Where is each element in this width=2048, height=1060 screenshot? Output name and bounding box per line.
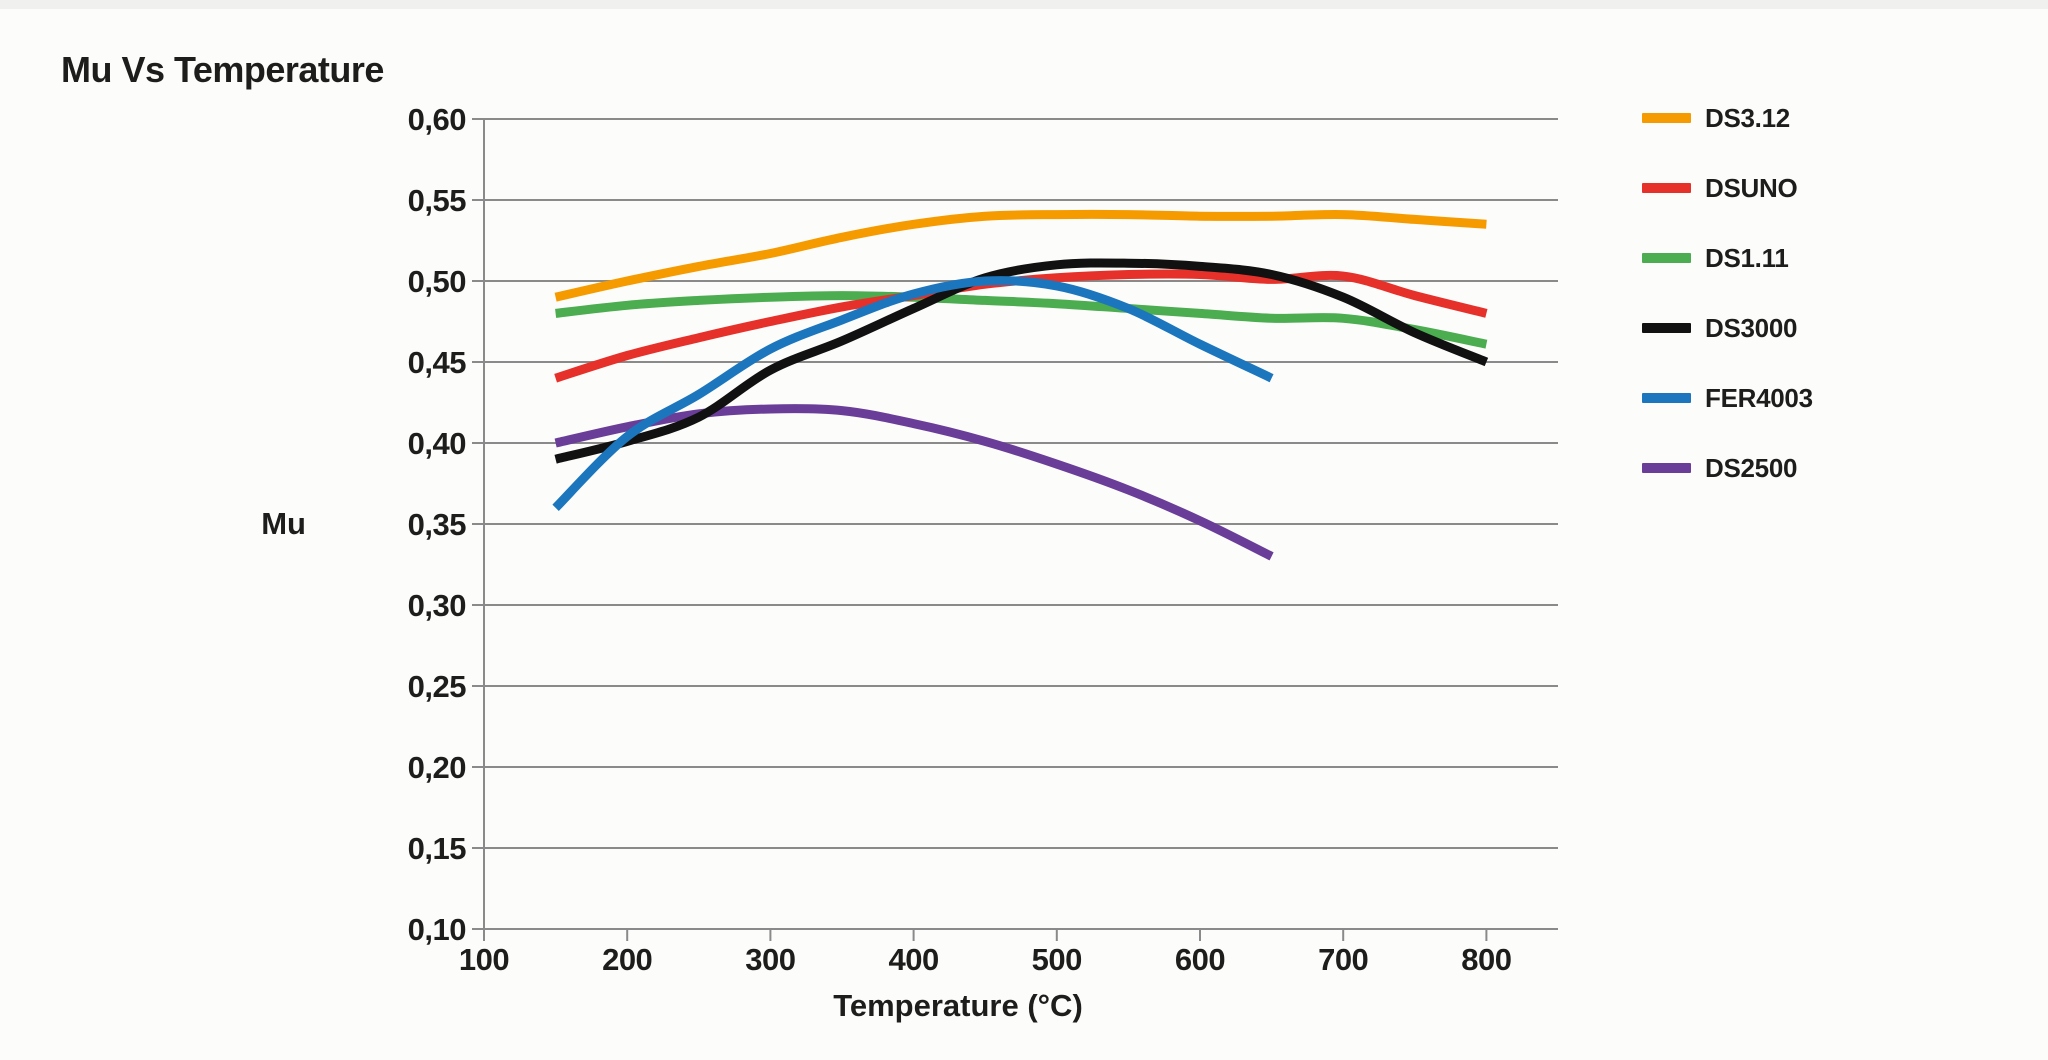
y-axis-title: Mu — [261, 506, 306, 541]
series-line-ds2500 — [554, 404, 1274, 561]
chart-title: Mu Vs Temperature — [61, 49, 384, 91]
legend-swatch — [1642, 183, 1691, 193]
legend: DS3.12 DSUNO DS1.11 DS3000 FER4003 DS2500 — [1642, 83, 1813, 503]
top-strip — [0, 0, 2048, 9]
legend-item: FER4003 — [1642, 363, 1813, 433]
x-tick-label: 400 — [888, 942, 938, 977]
y-tick-label: 0,50 — [408, 264, 466, 299]
x-tick-label: 700 — [1318, 942, 1368, 977]
y-tick-label: 0,40 — [408, 426, 466, 461]
legend-item: DSUNO — [1642, 153, 1813, 223]
y-tick-label: 0,10 — [408, 912, 466, 947]
legend-swatch — [1642, 463, 1691, 473]
legend-label: FER4003 — [1705, 382, 1813, 413]
legend-label: DS3.12 — [1705, 102, 1790, 133]
y-tick-label: 0,60 — [408, 102, 466, 137]
legend-item: DS1.11 — [1642, 223, 1813, 293]
legend-swatch — [1642, 113, 1691, 123]
legend-swatch — [1642, 253, 1691, 263]
y-tick-label: 0,30 — [408, 588, 466, 623]
legend-label: DS1.11 — [1705, 242, 1789, 273]
x-tick-label: 800 — [1461, 942, 1511, 977]
series-line-ds3-12 — [554, 209, 1487, 302]
x-tick-label: 500 — [1032, 942, 1082, 977]
y-tick-label: 0,25 — [408, 669, 467, 704]
x-axis-title: Temperature (°C) — [833, 988, 1083, 1023]
y-tick-label: 0,45 — [408, 345, 467, 380]
y-tick-label: 0,35 — [408, 507, 467, 542]
x-tick-label: 600 — [1175, 942, 1225, 977]
y-tick-label: 0,20 — [408, 750, 466, 785]
legend-item: DS3000 — [1642, 293, 1813, 363]
series-line-fer4003 — [552, 276, 1274, 511]
x-tick-label: 200 — [602, 942, 652, 977]
series-line-ds3000 — [554, 258, 1489, 464]
x-tick-label: 100 — [459, 942, 509, 977]
legend-swatch — [1642, 393, 1691, 403]
legend-item: DS3.12 — [1642, 83, 1813, 153]
legend-swatch — [1642, 323, 1691, 333]
legend-item: DS2500 — [1642, 433, 1813, 503]
y-tick-label: 0,15 — [408, 831, 467, 866]
x-tick-label: 300 — [745, 942, 795, 977]
y-tick-label: 0,55 — [408, 183, 467, 218]
legend-label: DSUNO — [1705, 172, 1798, 203]
legend-label: DS3000 — [1705, 312, 1798, 343]
series-line-ds1-11 — [555, 291, 1488, 349]
legend-label: DS2500 — [1705, 452, 1798, 483]
